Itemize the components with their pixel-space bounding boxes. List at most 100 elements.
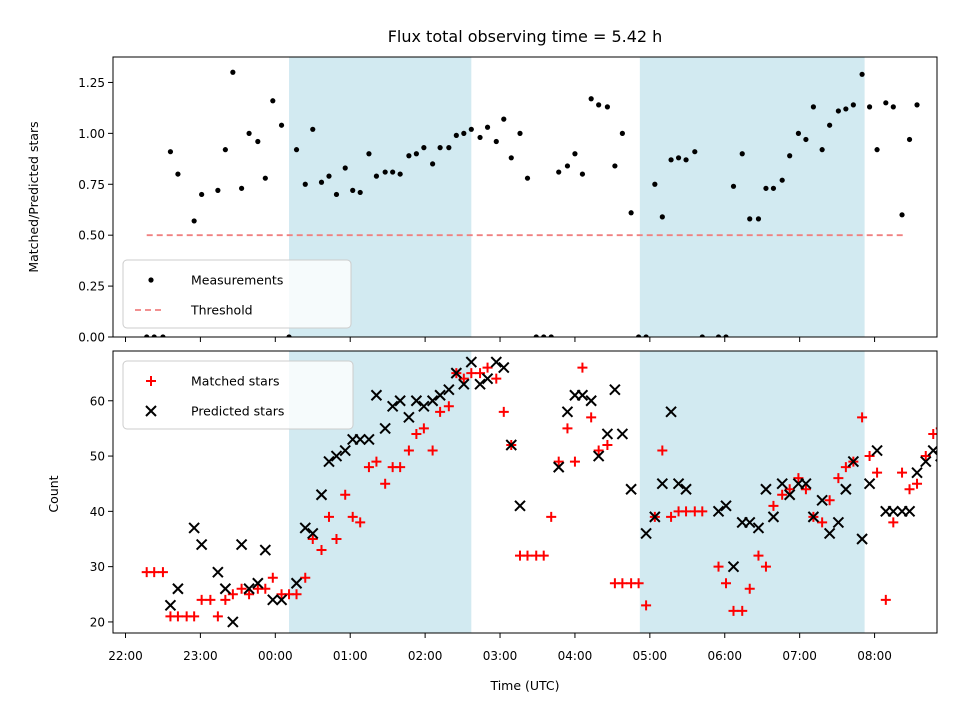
predicted-star-point bbox=[330, 450, 343, 462]
measurement-point bbox=[572, 151, 578, 157]
matched-star-point bbox=[943, 407, 953, 417]
x-axis-label: Time (UTC) bbox=[489, 678, 559, 693]
matched-star-point bbox=[340, 489, 351, 500]
x-tick-label: 05:00 bbox=[633, 649, 668, 663]
predicted-star-point bbox=[952, 423, 960, 433]
predicted-star-point bbox=[505, 439, 517, 451]
matched-star-point bbox=[912, 478, 923, 489]
matched-star-point bbox=[864, 451, 875, 462]
measurement-point bbox=[763, 185, 769, 191]
measurement-point bbox=[866, 104, 873, 110]
matched-star-point bbox=[212, 611, 223, 622]
measurement-point bbox=[899, 212, 905, 218]
matched-star-point bbox=[586, 412, 597, 423]
matched-star-point bbox=[205, 594, 216, 605]
measurement-point bbox=[382, 169, 388, 175]
matched-star-point bbox=[189, 611, 200, 622]
matched-star-point bbox=[904, 484, 915, 495]
measurement-point bbox=[747, 216, 753, 222]
predicted-star-point bbox=[783, 489, 796, 501]
predicted-star-point bbox=[490, 356, 502, 368]
measurement-point bbox=[850, 102, 856, 108]
measurement-point bbox=[810, 104, 817, 110]
predicted-star-point bbox=[847, 455, 860, 468]
matched-star-point bbox=[244, 589, 255, 600]
measurement-point bbox=[699, 334, 705, 337]
measurement-point bbox=[652, 181, 658, 187]
measurement-point bbox=[484, 124, 491, 130]
measurement-point bbox=[453, 132, 459, 138]
matched-star-point bbox=[522, 550, 533, 561]
measurement-point bbox=[596, 102, 602, 108]
matched-star-point bbox=[196, 594, 207, 605]
predicted-star-point bbox=[354, 433, 366, 446]
predicted-star-point bbox=[370, 389, 383, 401]
bottom-y-axis-label: Count bbox=[46, 475, 61, 512]
measurement-point bbox=[144, 334, 150, 337]
measurement-point bbox=[286, 334, 292, 337]
matched-star-point bbox=[331, 534, 342, 544]
measurement-point bbox=[843, 106, 849, 112]
measurement-point bbox=[779, 177, 785, 183]
predicted-star-point bbox=[195, 538, 208, 551]
measurement-point bbox=[883, 100, 889, 106]
predicted-star-point bbox=[290, 577, 303, 589]
measurement-point bbox=[310, 126, 316, 132]
predicted-star-point bbox=[410, 395, 423, 407]
measurement-point bbox=[755, 216, 762, 222]
measurement-point bbox=[548, 334, 554, 337]
predicted-star-point bbox=[363, 433, 375, 446]
predicted-star-point bbox=[576, 389, 589, 401]
predicted-star-point bbox=[680, 483, 692, 495]
matched-star-point bbox=[713, 561, 724, 572]
predicted-star-point bbox=[832, 516, 845, 529]
y-tick-label: 0.25 bbox=[78, 280, 105, 294]
legend-matched-swatch bbox=[146, 376, 156, 386]
predicted-star-point bbox=[616, 428, 629, 440]
matched-star-point bbox=[355, 517, 366, 528]
predicted-star-point bbox=[767, 511, 780, 523]
predicted-star-point bbox=[434, 389, 446, 401]
measurement-point bbox=[588, 96, 594, 102]
predicted-star-point bbox=[727, 560, 740, 573]
y-tick-label: 1.00 bbox=[78, 127, 105, 141]
predicted-star-point bbox=[911, 466, 923, 479]
matched-star-point bbox=[681, 506, 692, 517]
plot-area bbox=[144, 69, 920, 337]
predicted-star-point bbox=[601, 428, 614, 440]
predicted-star-point bbox=[315, 489, 328, 501]
predicted-star-point bbox=[323, 455, 335, 468]
predicted-star-point bbox=[776, 477, 788, 490]
predicted-star-point bbox=[823, 527, 836, 540]
matched-star-point bbox=[697, 506, 708, 517]
y-tick-label: 30 bbox=[90, 560, 105, 574]
measurement-point bbox=[270, 98, 276, 104]
matched-star-point bbox=[569, 456, 580, 467]
predicted-star-point bbox=[744, 516, 756, 529]
matched-star-point bbox=[482, 362, 493, 373]
measurement-point bbox=[874, 147, 880, 153]
x-tick-label: 01:00 bbox=[333, 649, 368, 663]
measurement-point bbox=[215, 187, 221, 193]
matched-star-point bbox=[657, 445, 668, 456]
matched-star-point bbox=[220, 594, 231, 605]
matched-star-point bbox=[737, 605, 748, 616]
predicted-star-point bbox=[481, 372, 494, 385]
shaded-interval bbox=[639, 57, 865, 337]
measurement-point bbox=[643, 334, 649, 337]
predicted-star-point bbox=[267, 594, 279, 606]
predicted-star-point bbox=[386, 400, 399, 413]
y-tick-label: 0.75 bbox=[78, 178, 105, 192]
x-tick-label: 08:00 bbox=[857, 649, 892, 663]
predicted-star-point bbox=[418, 400, 430, 413]
matched-star-point bbox=[316, 545, 327, 556]
predicted-star-point bbox=[903, 505, 916, 518]
measurement-point bbox=[501, 116, 507, 122]
y-tick-label: 0.00 bbox=[78, 331, 105, 345]
measurement-point bbox=[827, 122, 833, 128]
predicted-star-point bbox=[672, 477, 685, 490]
measurement-point bbox=[366, 151, 372, 157]
matched-star-point bbox=[475, 368, 486, 379]
predicted-star-point bbox=[856, 533, 868, 545]
measurement-point bbox=[803, 136, 809, 143]
